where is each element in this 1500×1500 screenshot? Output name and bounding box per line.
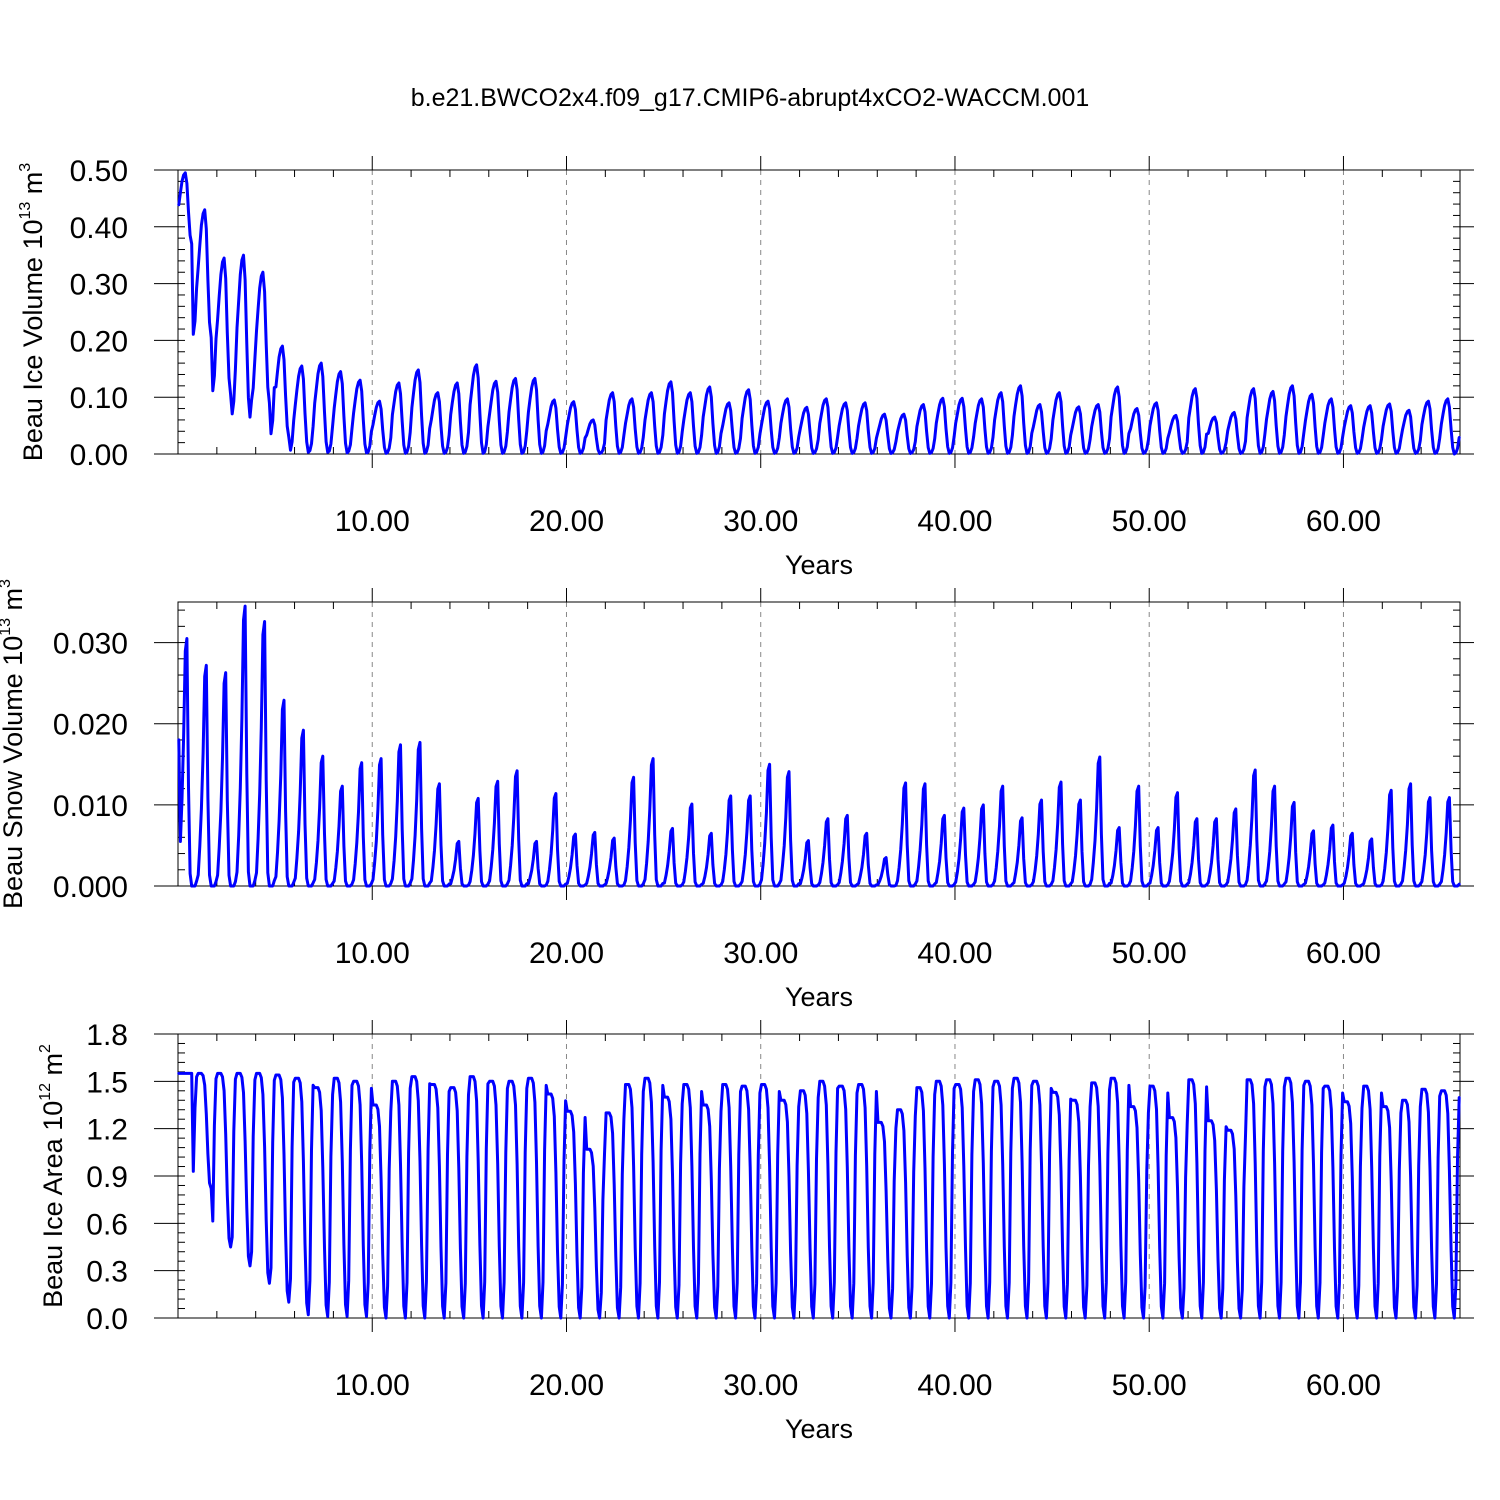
x-tick-label: 10.00 (335, 1369, 410, 1402)
y-tick-label: 0.00 (70, 439, 128, 472)
x-axis-label: Years (785, 982, 853, 1012)
series-line-ice-area (177, 1071, 1461, 1320)
y-tick-label: 1.2 (86, 1114, 128, 1147)
y-axis-label: Beau Ice Volume 1013 m3 (17, 163, 48, 461)
x-tick-label: 40.00 (917, 505, 992, 538)
y-tick-label: 0.0 (86, 1303, 128, 1336)
x-tick-label: 60.00 (1306, 505, 1381, 538)
x-tick-label: 30.00 (723, 937, 798, 970)
y-tick-label: 0.40 (70, 212, 128, 245)
series-line-snow-volume (177, 604, 1461, 888)
y-tick-label: 0.3 (86, 1256, 128, 1289)
y-axis-label: Beau Ice Area 1012 m2 (37, 1044, 68, 1308)
x-tick-label: 50.00 (1112, 505, 1187, 538)
x-tick-label: 30.00 (723, 1369, 798, 1402)
y-tick-label: 0.6 (86, 1208, 128, 1241)
x-axis-label: Years (785, 1414, 853, 1444)
x-tick-label: 20.00 (529, 937, 604, 970)
x-tick-label: 30.00 (723, 505, 798, 538)
x-tick-label: 20.00 (529, 1369, 604, 1402)
x-tick-label: 50.00 (1112, 937, 1187, 970)
panel-snow-volume: 10.00 20.00 30.00 40.00 50.00 60.00 0.000 0.010… (0, 579, 1474, 1012)
x-axis-label: Years (785, 550, 853, 580)
x-tick-label: 60.00 (1306, 1369, 1381, 1402)
chart-title: b.e21.BWCO2x4.f09_g17.CMIP6-abrupt4xCO2-… (411, 84, 1090, 112)
x-tick-label: 10.00 (335, 505, 410, 538)
y-tick-label: 1.5 (86, 1066, 128, 1099)
x-tick-label: 20.00 (529, 505, 604, 538)
y-tick-label: 0.10 (70, 382, 128, 415)
y-tick-label: 0.030 (53, 628, 128, 661)
y-tick-label: 0.000 (53, 871, 128, 904)
x-tick-label: 50.00 (1112, 1369, 1187, 1402)
panels: 10.00 20.00 30.00 40.00 50.00 60.00 0.00 0.10 0.… (0, 155, 1474, 1444)
y-tick-label: 0.30 (70, 269, 128, 302)
plot-frame (177, 169, 1461, 455)
y-tick-label: 0.9 (86, 1161, 128, 1194)
panel-ice-volume: 10.00 20.00 30.00 40.00 50.00 60.00 0.00 0.10 0.… (17, 155, 1474, 580)
y-tick-label: 1.8 (86, 1019, 128, 1052)
y-tick-label: 0.010 (53, 790, 128, 823)
x-tick-label: 60.00 (1306, 937, 1381, 970)
y-tick-label: 0.50 (70, 155, 128, 188)
y-tick-label: 0.020 (53, 709, 128, 742)
x-tick-label: 40.00 (917, 1369, 992, 1402)
panel-ice-area: 10.00 20.00 30.00 40.00 50.00 60.00 0.0 0.3 0.6 0… (37, 1019, 1474, 1444)
y-tick-label: 0.20 (70, 325, 128, 358)
y-axis-label: Beau Snow Volume 1013 m3 (0, 579, 28, 909)
x-tick-label: 10.00 (335, 937, 410, 970)
series-line-ice-volume (177, 171, 1461, 456)
x-tick-label: 40.00 (917, 937, 992, 970)
